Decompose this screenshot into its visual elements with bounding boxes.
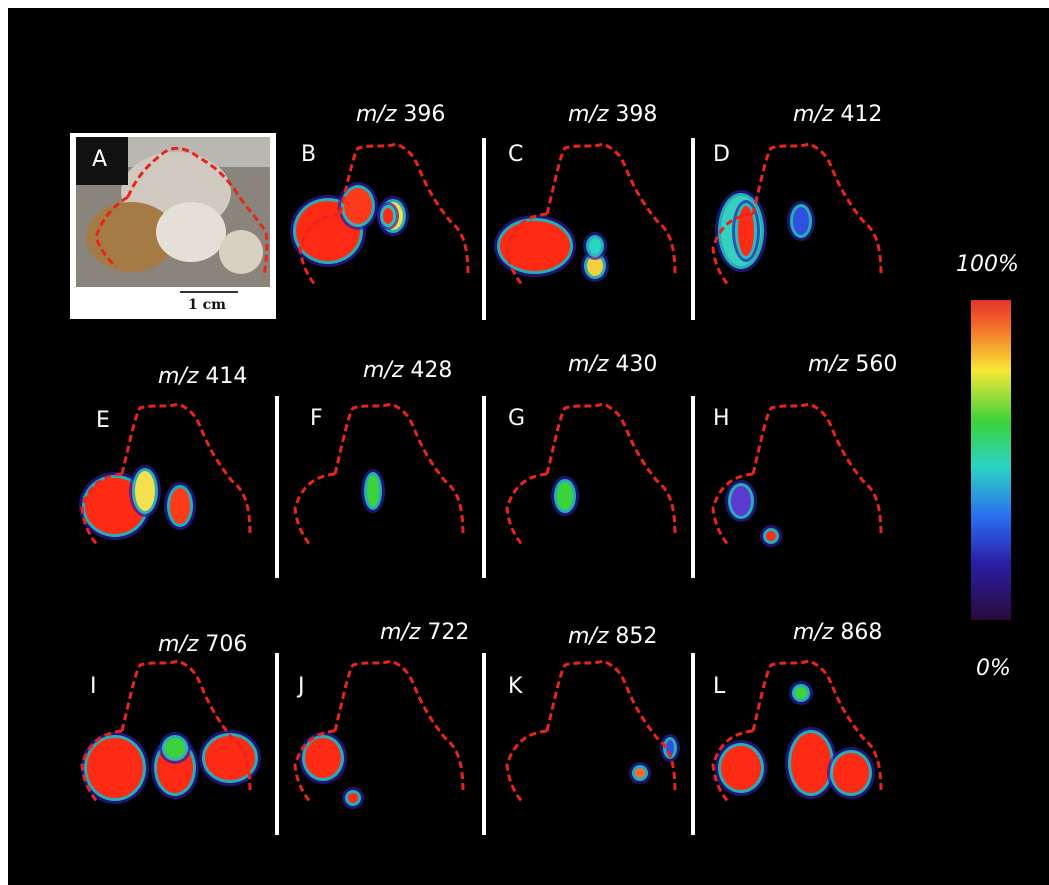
- mz-label-c: m/z 398: [568, 102, 658, 127]
- colorbar-max-label: 100%: [956, 252, 1019, 277]
- optical-photo-panel-a: A 1 cm: [70, 133, 276, 319]
- tissue-outline-c: [505, 142, 677, 287]
- panel-letter-k: K: [508, 674, 523, 699]
- msi-figure: A 1 cm m/z 396 m/z 398 m/z 412 m/z 414 m…: [8, 8, 1049, 885]
- colorbar-min-label: 0%: [976, 656, 1011, 681]
- panel-letter-e: E: [96, 408, 110, 433]
- panel-letter-l: L: [713, 674, 726, 699]
- mz-label-e: m/z 414: [158, 364, 248, 389]
- divider-b-c: [482, 138, 486, 320]
- ion-image-i: [80, 659, 261, 804]
- mz-label-i: m/z 706: [158, 632, 248, 657]
- panel-letter-d: D: [713, 142, 730, 167]
- tissue-outline-g: [505, 402, 677, 547]
- ion-image-e: [79, 402, 252, 547]
- divider-j-k: [482, 653, 486, 835]
- mz-label-g: m/z 430: [568, 352, 658, 377]
- tissue-outline-d: [711, 142, 883, 287]
- intensity-colorbar: [971, 300, 1011, 620]
- ion-image-k: [505, 659, 680, 804]
- panel-letter-c: C: [508, 142, 524, 167]
- divider-c-d: [691, 138, 695, 320]
- ion-image-f: [293, 402, 465, 547]
- tissue-outline-i: [80, 659, 252, 804]
- panel-letter-h: H: [713, 406, 730, 431]
- divider-i-j: [275, 653, 279, 835]
- ion-image-j: [293, 659, 465, 809]
- panel-letter-a: A: [92, 147, 108, 172]
- tissue-outline-h: [711, 402, 883, 547]
- scale-bar: [180, 291, 238, 293]
- tissue-outline-e: [80, 402, 252, 547]
- tissue-outline-b: [298, 142, 470, 287]
- scale-bar-label: 1 cm: [188, 297, 226, 313]
- tissue-photo-drawing: [76, 137, 270, 287]
- ion-image-l: [711, 659, 883, 804]
- panel-letter-b: B: [301, 142, 317, 167]
- ion-image-c: [494, 142, 677, 287]
- tissue-outline-l: [711, 659, 883, 804]
- divider-e-f: [275, 396, 279, 578]
- ion-image-b: [290, 142, 470, 287]
- panel-letter-j: J: [298, 674, 305, 699]
- panel-letter-i: I: [90, 674, 97, 699]
- mz-label-k: m/z 852: [568, 624, 658, 649]
- mz-label-f: m/z 428: [363, 358, 453, 383]
- ion-images: [79, 142, 883, 809]
- panel-letter-f: F: [310, 406, 323, 431]
- tissue-outline-k: [505, 659, 677, 804]
- panel-letter-g: G: [508, 406, 526, 431]
- ion-image-h: [711, 402, 883, 547]
- divider-g-h: [691, 396, 695, 578]
- divider-k-l: [691, 653, 695, 835]
- tissue-photo: A: [76, 137, 270, 287]
- ion-image-g: [505, 402, 677, 547]
- mz-label-l: m/z 868: [793, 620, 883, 645]
- tissue-outline-j: [293, 659, 465, 804]
- mz-label-b: m/z 396: [356, 102, 446, 127]
- tissue-outline-f: [293, 402, 465, 547]
- mz-label-j: m/z 722: [380, 620, 470, 645]
- mz-label-h: m/z 560: [808, 352, 898, 377]
- divider-f-g: [482, 396, 486, 578]
- mz-label-d: m/z 412: [793, 102, 883, 127]
- ion-image-d: [711, 142, 883, 287]
